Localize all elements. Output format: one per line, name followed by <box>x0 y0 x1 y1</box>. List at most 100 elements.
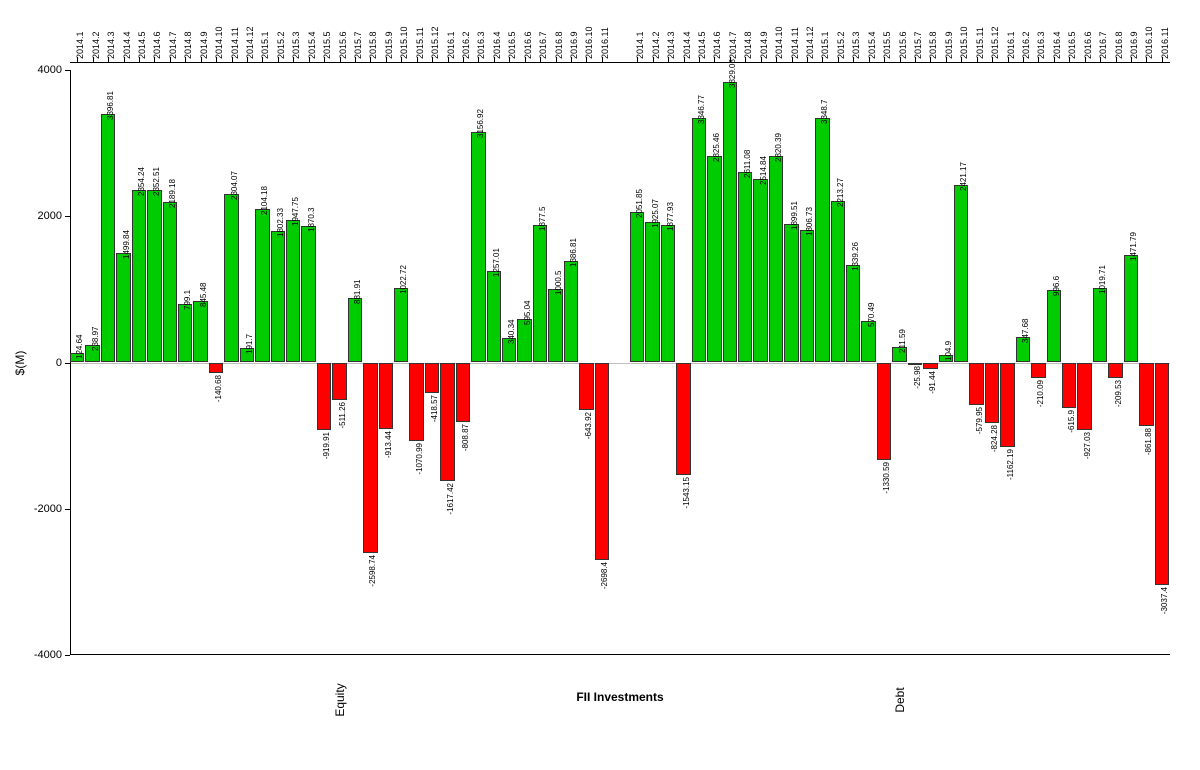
ytick-mark <box>65 216 70 217</box>
period-label: 2014.7 <box>728 31 738 59</box>
period-label: 2014.5 <box>697 31 707 59</box>
bar-value-label: -579.95 <box>976 407 984 434</box>
bar-value-label: 1022.72 <box>400 265 408 294</box>
ytick-mark <box>65 363 70 364</box>
period-label: 2016.11 <box>600 27 610 59</box>
period-label: 2014.6 <box>712 31 722 59</box>
bar <box>533 225 547 362</box>
bar <box>1077 363 1091 431</box>
bar <box>1155 363 1169 585</box>
bar-value-label: -209.53 <box>1115 380 1123 407</box>
bar-value-label: -511.26 <box>339 402 347 429</box>
ytick-label: 0 <box>0 357 62 369</box>
bar <box>101 114 115 362</box>
bar <box>548 289 562 362</box>
bar <box>877 363 891 460</box>
bar <box>1093 288 1107 363</box>
bar-value-label: 595.04 <box>524 301 532 325</box>
period-label: 2014.4 <box>122 31 132 59</box>
bar-value-label: 1339.26 <box>852 242 860 271</box>
bar-value-label: -1617.42 <box>447 483 455 515</box>
bar-value-label: 2304.07 <box>231 171 239 200</box>
bar <box>132 190 146 362</box>
period-label: 2014.6 <box>152 31 162 59</box>
chart-canvas: { "chart": { "type": "bar", "layout": { … <box>0 0 1200 770</box>
period-label: 2015.6 <box>898 31 908 59</box>
ytick-label: -2000 <box>0 503 62 515</box>
period-label: 2014.10 <box>214 26 224 59</box>
group-label: Equity <box>333 683 347 716</box>
bar-value-label: 1000.5 <box>555 271 563 295</box>
period-label: 2014.11 <box>790 27 800 59</box>
bar-value-label: 3348.7 <box>821 99 829 123</box>
period-label: 2015.11 <box>975 27 985 59</box>
period-label: 2016.1 <box>1006 31 1016 59</box>
period-label: 2016.6 <box>1083 31 1093 59</box>
bar <box>861 321 875 363</box>
bar-value-label: -861.88 <box>1145 428 1153 455</box>
bar-value-label: 104.9 <box>945 341 953 361</box>
period-label: 2016.10 <box>1144 26 1154 59</box>
bar-value-label: 347.68 <box>1022 319 1030 343</box>
bar-value-label: -1330.59 <box>883 462 891 494</box>
period-label: 2014.12 <box>245 26 255 59</box>
bar-value-label: -210.09 <box>1037 380 1045 407</box>
bar-value-label: -808.87 <box>462 424 470 451</box>
period-label: 2015.10 <box>959 26 969 59</box>
bar-value-label: 2213.27 <box>837 178 845 207</box>
bar <box>163 202 177 362</box>
bar <box>954 185 968 362</box>
bar-value-label: -91.44 <box>929 371 937 394</box>
bar-value-label: 191.7 <box>246 334 254 354</box>
period-label: 2015.2 <box>836 31 846 59</box>
bar-value-label: 845.48 <box>200 282 208 306</box>
bar-value-label: 2514.84 <box>760 156 768 185</box>
period-label: 2016.3 <box>476 31 486 59</box>
period-label: 2015.7 <box>913 31 923 59</box>
bar-value-label: -3037.4 <box>1161 587 1169 614</box>
bar-value-label: 3156.92 <box>477 109 485 138</box>
bar <box>363 363 377 553</box>
period-label: 2014.9 <box>199 31 209 59</box>
period-label: 2014.5 <box>137 31 147 59</box>
period-label: 2016.4 <box>492 31 502 59</box>
ytick-label: 4000 <box>0 64 62 76</box>
bar <box>147 190 161 362</box>
bar-value-label: 1471.79 <box>1130 232 1138 261</box>
bar <box>379 363 393 430</box>
period-label: 2014.3 <box>106 31 116 59</box>
period-label: 2015.3 <box>851 31 861 59</box>
bar-value-label: -919.91 <box>323 432 331 459</box>
bar <box>831 201 845 363</box>
bar <box>692 118 706 363</box>
period-label: 2016.9 <box>1129 31 1139 59</box>
period-label: 2015.1 <box>260 31 270 59</box>
bar <box>1062 363 1076 408</box>
bar-value-label: 1925.07 <box>652 199 660 228</box>
bar-value-label: 881.91 <box>354 280 362 304</box>
period-label: 2015.2 <box>276 31 286 59</box>
ytick-label: -4000 <box>0 649 62 661</box>
bar-value-label: 2354.24 <box>138 167 146 196</box>
bar-value-label: -2598.74 <box>369 555 377 587</box>
bar-value-label: 3829.08 <box>729 60 737 89</box>
bar <box>348 298 362 362</box>
bar-value-label: 2825.46 <box>713 133 721 162</box>
bar <box>271 231 285 363</box>
bar-value-label: -1162.19 <box>1007 449 1015 480</box>
bar <box>301 226 315 363</box>
x-axis-label: FII Investments <box>576 690 663 704</box>
bar <box>723 82 737 362</box>
period-label: 2014.8 <box>183 31 193 59</box>
bar-value-label: 799.1 <box>184 290 192 310</box>
bar-value-label: 2611.08 <box>744 149 752 177</box>
bar-value-label: 2189.18 <box>169 179 177 208</box>
period-label: 2014.1 <box>635 31 645 59</box>
top-axis-line <box>70 62 1170 63</box>
ytick-mark <box>65 70 70 71</box>
bar <box>255 209 269 363</box>
bar <box>564 261 578 362</box>
bar-value-label: -418.57 <box>431 395 439 422</box>
bar-value-label: 2421.17 <box>960 163 968 192</box>
period-label: 2016.8 <box>1114 31 1124 59</box>
